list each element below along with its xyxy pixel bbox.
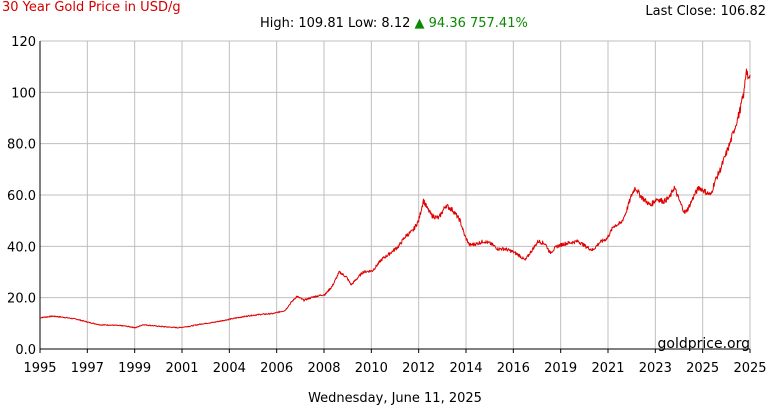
y-tick-label: 0.0 <box>15 343 36 358</box>
up-arrow-icon: ▲ <box>414 16 425 31</box>
y-tick-label: 20.0 <box>7 292 36 307</box>
footer-date: Wednesday, June 11, 2025 <box>308 391 482 406</box>
x-tick-label: 2021 <box>591 361 624 376</box>
x-tick-label: 2025 <box>686 361 719 376</box>
price-change-label: 94.36 757.41% <box>428 16 528 31</box>
x-tick-label: 2019 <box>544 361 577 376</box>
y-tick-label: 60.0 <box>7 189 36 204</box>
x-tick-label: 2025 <box>733 361 766 376</box>
chart-grid <box>39 40 751 353</box>
y-tick-label: 80.0 <box>7 138 36 153</box>
last-close-label: Last Close: 106.82 <box>645 4 766 19</box>
x-tick-label: 1999 <box>118 361 151 376</box>
x-tick-label: 2016 <box>497 361 530 376</box>
x-tick-label: 2006 <box>260 361 293 376</box>
high-low-label: High: 109.81 Low: 8.12 <box>260 16 411 31</box>
y-tick-label: 40.0 <box>7 240 36 255</box>
y-tick-label: 100 <box>11 86 36 101</box>
gold-price-series-line <box>39 68 751 329</box>
x-tick-label: 1997 <box>71 361 104 376</box>
chart-title: 30 Year Gold Price in USD/g <box>2 0 181 15</box>
x-axis-ticks: 1995 1997 1999 2001 2004 2006 2008 2010 2012 2014… <box>23 361 766 376</box>
watermark-text: goldprice.org <box>658 336 750 352</box>
x-tick-label: 2008 <box>307 361 340 376</box>
x-tick-label: 2014 <box>449 361 482 376</box>
price-stats: High: 109.81 Low: 8.12 ▲ 94.36 757.41% <box>260 16 528 31</box>
x-tick-label: 2004 <box>213 361 246 376</box>
y-tick-label: 120 <box>11 35 36 50</box>
x-tick-label: 2010 <box>355 361 388 376</box>
x-tick-label: 2001 <box>165 361 198 376</box>
y-axis-ticks: 0.0 20.0 40.0 60.0 80.0 100 120 <box>7 35 36 358</box>
x-tick-label: 2023 <box>639 361 672 376</box>
x-tick-label: 1995 <box>23 361 56 376</box>
x-tick-label: 2012 <box>402 361 435 376</box>
